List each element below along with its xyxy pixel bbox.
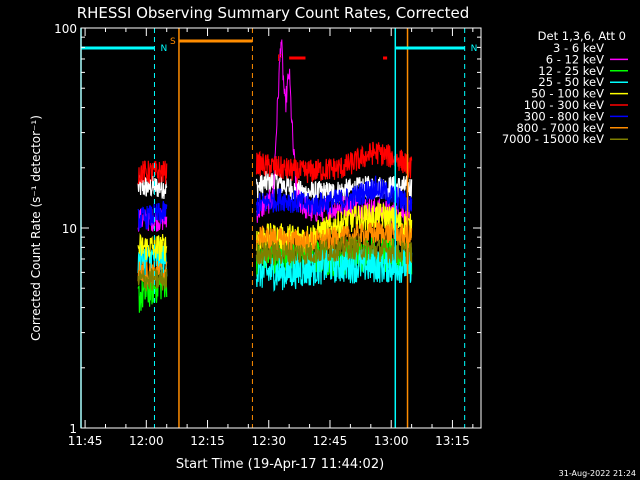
x-tick-label-5: 12:45 [313, 434, 348, 448]
series-line-6 [137, 141, 413, 185]
legend-label-5: 50 - 100 keV [531, 87, 604, 101]
legend-label-2: 6 - 12 keV [546, 52, 604, 66]
series-line-9 [137, 236, 413, 292]
legend-label-4: 25 - 50 keV [538, 75, 604, 89]
y-tick-label-3: 100 [54, 22, 77, 36]
flag-label-4: F [277, 54, 282, 64]
x-axis-label: Start Time (19-Apr-17 11:44:02) [176, 457, 384, 472]
flag-label-1: N [160, 44, 167, 54]
legend-label-6: 100 - 300 keV [524, 98, 604, 112]
x-tick-label-2: 12:00 [129, 434, 164, 448]
legend-label-9: 7000 - 15000 keV [502, 132, 604, 146]
legend-header: Det 1,3,6, Att 0 [538, 29, 626, 43]
legend-label-8: 800 - 7000 keV [516, 121, 604, 135]
x-tick-label-4: 12:30 [251, 434, 286, 448]
flag-label-3: S [170, 37, 176, 47]
legend-label-1: 3 - 6 keV [553, 41, 604, 55]
x-tick-label-6: 13:00 [374, 434, 409, 448]
x-tick-label-7: 13:15 [435, 434, 470, 448]
y-tick-label-1: 1 [69, 422, 77, 436]
series-group [137, 39, 413, 313]
y-tick-label-2: 10 [62, 222, 77, 236]
legend-label-7: 300 - 800 keV [524, 109, 604, 123]
footer-date: 31-Aug-2022 21:24 [559, 469, 636, 478]
series-line-7 [137, 175, 413, 231]
chart-title: RHESSI Observing Summary Count Rates, Co… [77, 4, 470, 22]
x-tick-label-3: 12:15 [190, 434, 225, 448]
series-line-2 [137, 39, 413, 232]
legend-label-3: 12 - 25 keV [538, 64, 604, 78]
x-tick-label-1: 11:45 [68, 434, 103, 448]
y-axis-label: Corrected Count Rate (s⁻¹ detector⁻¹) [29, 115, 43, 341]
flag-label-2: N [471, 44, 478, 54]
